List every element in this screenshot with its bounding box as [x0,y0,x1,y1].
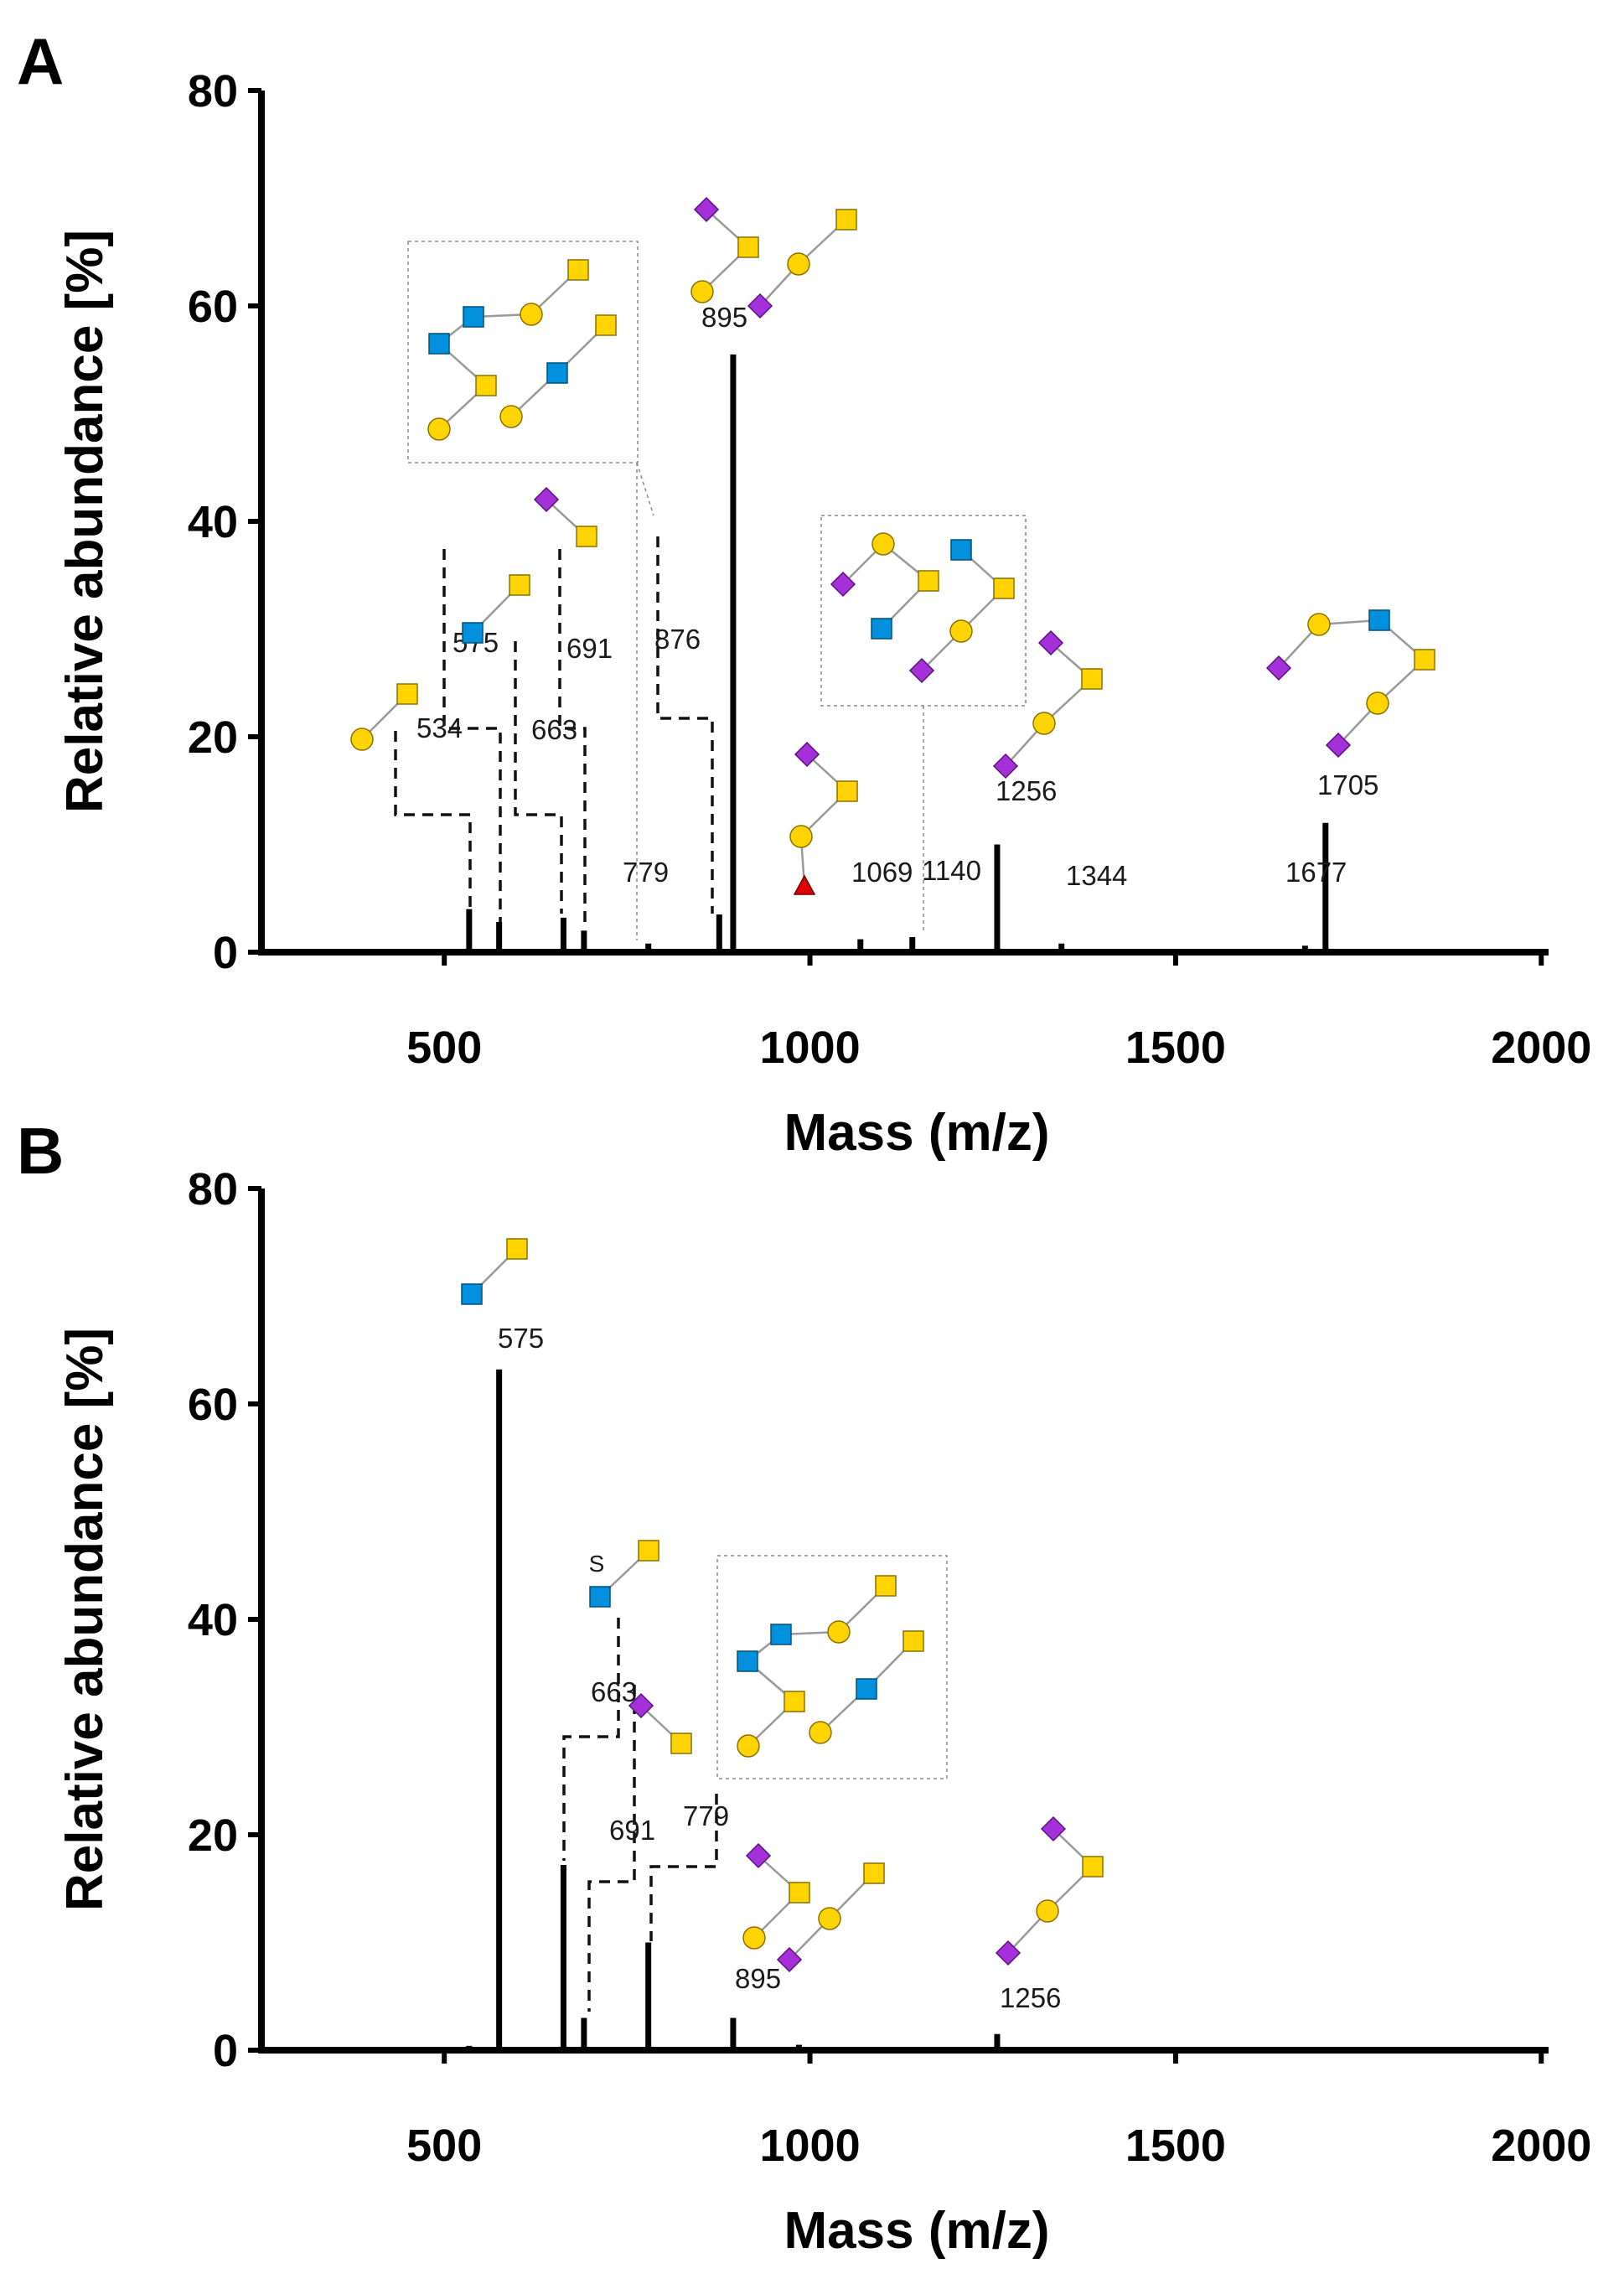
panel-a: A 0 20 40 60 80 500 1000 1500 2000 Mass (m/z) Re… [17,24,1591,1162]
glycan-1256-b [996,1816,1104,1966]
peak-label-a-1677: 1677 [1285,857,1347,888]
glycan-box-core4-a [407,241,639,464]
x-tick-label-b-1000: 1000 [759,2121,860,2171]
peak-label-b-895: 895 [735,1963,781,1994]
x-tick-label-a-1500: 1500 [1125,1023,1226,1073]
glycan-1256-a [993,630,1103,779]
glycan-663-a [534,487,597,547]
glycan-663-b [589,1540,659,1608]
y-tick-label-a-0: 0 [213,928,238,978]
x-tick-label-b-2000: 2000 [1491,2121,1591,2171]
panel-letter-b: B [17,1114,64,1188]
x-tick-label-a-2000: 2000 [1491,1023,1591,1073]
glycan-691-b [628,1693,692,1754]
peak-label-a-1069: 1069 [851,857,913,888]
glycan-box-core4-b [716,1555,948,1779]
peak-label-a-779: 779 [623,857,669,888]
y-axis-title-b: Relative abundance [%] [56,1328,114,1911]
sulfate-annotation: S [589,1551,605,1577]
y-tick-label-b-80: 80 [188,1164,238,1215]
y-tick-label-a-20: 20 [188,712,238,763]
x-tick-label-a-500: 500 [406,1023,482,1073]
peak-labels-b: 575 663 691 779 895 1256 [498,1323,1061,2013]
x-axis-title-a: Mass (m/z) [784,1104,1050,1162]
ticks-b: 0 20 40 60 80 500 1000 1500 2000 [188,1164,1591,2171]
peak-label-b-663: 663 [591,1676,637,1707]
y-tick-label-b-60: 60 [188,1380,238,1430]
glycan-box-1140-a [820,515,1027,707]
peak-label-a-1256: 1256 [996,775,1057,806]
peak-label-b-691: 691 [609,1815,655,1846]
peak-label-b-1256: 1256 [1000,1982,1061,2013]
peak-label-a-876: 876 [654,624,701,655]
peak-label-a-895: 895 [701,302,747,333]
peak-label-b-779: 779 [683,1800,729,1831]
x-tick-label-b-1500: 1500 [1125,2121,1226,2171]
peak-label-a-1344: 1344 [1066,860,1127,891]
bars-a [466,354,1329,952]
peak-label-a-691: 691 [566,633,613,664]
panel-b: B 0 20 40 60 80 500 1000 1500 2000 Mass (m/z) Re… [17,1114,1591,2260]
glycan-534-a [350,683,418,751]
x-tick-label-a-1000: 1000 [759,1023,860,1073]
y-tick-label-a-80: 80 [188,66,238,117]
glycan-1705-a [1266,609,1435,758]
peak-label-a-663: 663 [531,714,577,745]
glycan-1069-a [789,742,858,895]
x-axis-title-b: Mass (m/z) [784,2202,1050,2260]
y-tick-label-b-0: 0 [213,2026,238,2076]
glycan-895-b [742,1843,885,1972]
fragment-connectors-a [394,536,714,926]
ticks-a: 0 20 40 60 80 500 1000 1500 2000 [188,66,1591,1073]
glycan-895-a [690,197,857,319]
box-leaders-a [636,462,924,940]
fragment-connectors-b [562,1618,718,2012]
glycan-575-b [461,1238,528,1305]
peak-label-a-1140: 1140 [922,855,981,886]
peak-label-a-534: 534 [416,712,463,743]
glycan-575-a [462,574,530,644]
y-tick-label-a-40: 40 [188,497,238,547]
y-tick-label-b-40: 40 [188,1595,238,1645]
y-axis-title-a: Relative abundance [%] [56,230,114,813]
panel-letter-a: A [17,24,64,98]
y-tick-label-b-20: 20 [188,1810,238,1861]
peak-label-a-1705: 1705 [1317,769,1378,800]
bars-b [466,1369,1001,2050]
peak-labels-a: 5345756636917798768951069114012561344167… [416,302,1378,891]
x-tick-label-b-500: 500 [406,2121,482,2171]
peak-label-b-575: 575 [498,1323,544,1354]
y-tick-label-a-60: 60 [188,282,238,332]
